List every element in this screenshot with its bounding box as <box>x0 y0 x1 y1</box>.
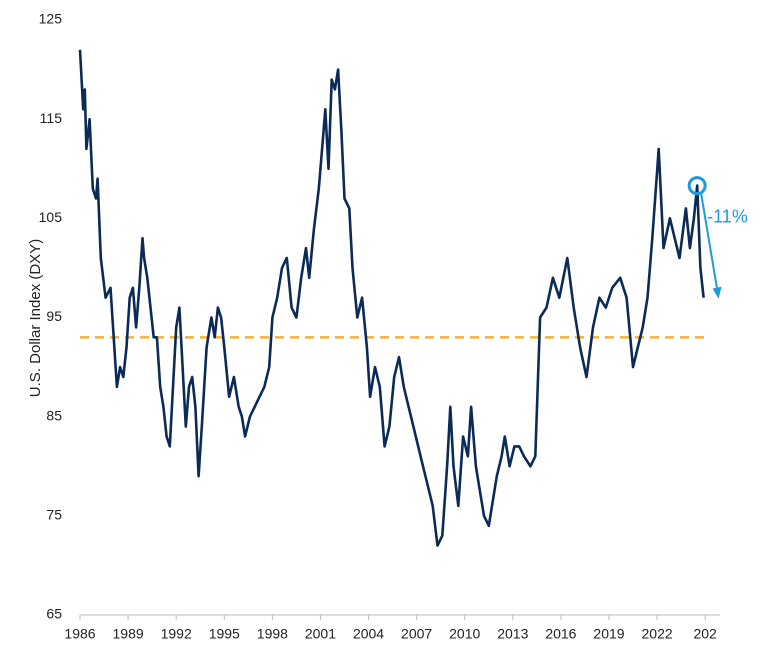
y-tick-label: 65 <box>46 606 62 622</box>
y-tick-label: 105 <box>39 209 63 225</box>
x-tick-label: 2007 <box>401 626 432 642</box>
x-tick-label: 1989 <box>113 626 144 642</box>
y-axis-label: U.S. Dollar Index (DXY) <box>27 239 44 397</box>
x-tick-label: 1986 <box>64 626 95 642</box>
x-tick-label: 2019 <box>593 626 624 642</box>
y-tick-label: 85 <box>46 407 62 423</box>
x-tick-label: 2022 <box>642 626 673 642</box>
x-tick-label: 1992 <box>161 626 192 642</box>
y-tick-label: 115 <box>40 110 63 126</box>
x-tick-label: 202 <box>693 626 717 642</box>
x-tick-label: 2010 <box>449 626 480 642</box>
peak-marker <box>687 176 707 196</box>
y-tick-label: 95 <box>46 308 62 324</box>
y-tick-label: 75 <box>46 507 62 523</box>
x-tick-label: 1995 <box>209 626 240 642</box>
x-tick-label: 2016 <box>545 626 576 642</box>
x-tick-label: 2004 <box>353 626 384 642</box>
y-tick-label: 125 <box>39 11 63 27</box>
annotation-arrowhead <box>712 286 722 299</box>
annotation-arrow <box>700 193 719 292</box>
x-tick-label: 1998 <box>257 626 288 642</box>
x-tick-label: 2001 <box>305 626 336 642</box>
data-line <box>78 49 705 547</box>
annotation-text: -11% <box>707 206 748 226</box>
x-tick-label: 2013 <box>497 626 528 642</box>
